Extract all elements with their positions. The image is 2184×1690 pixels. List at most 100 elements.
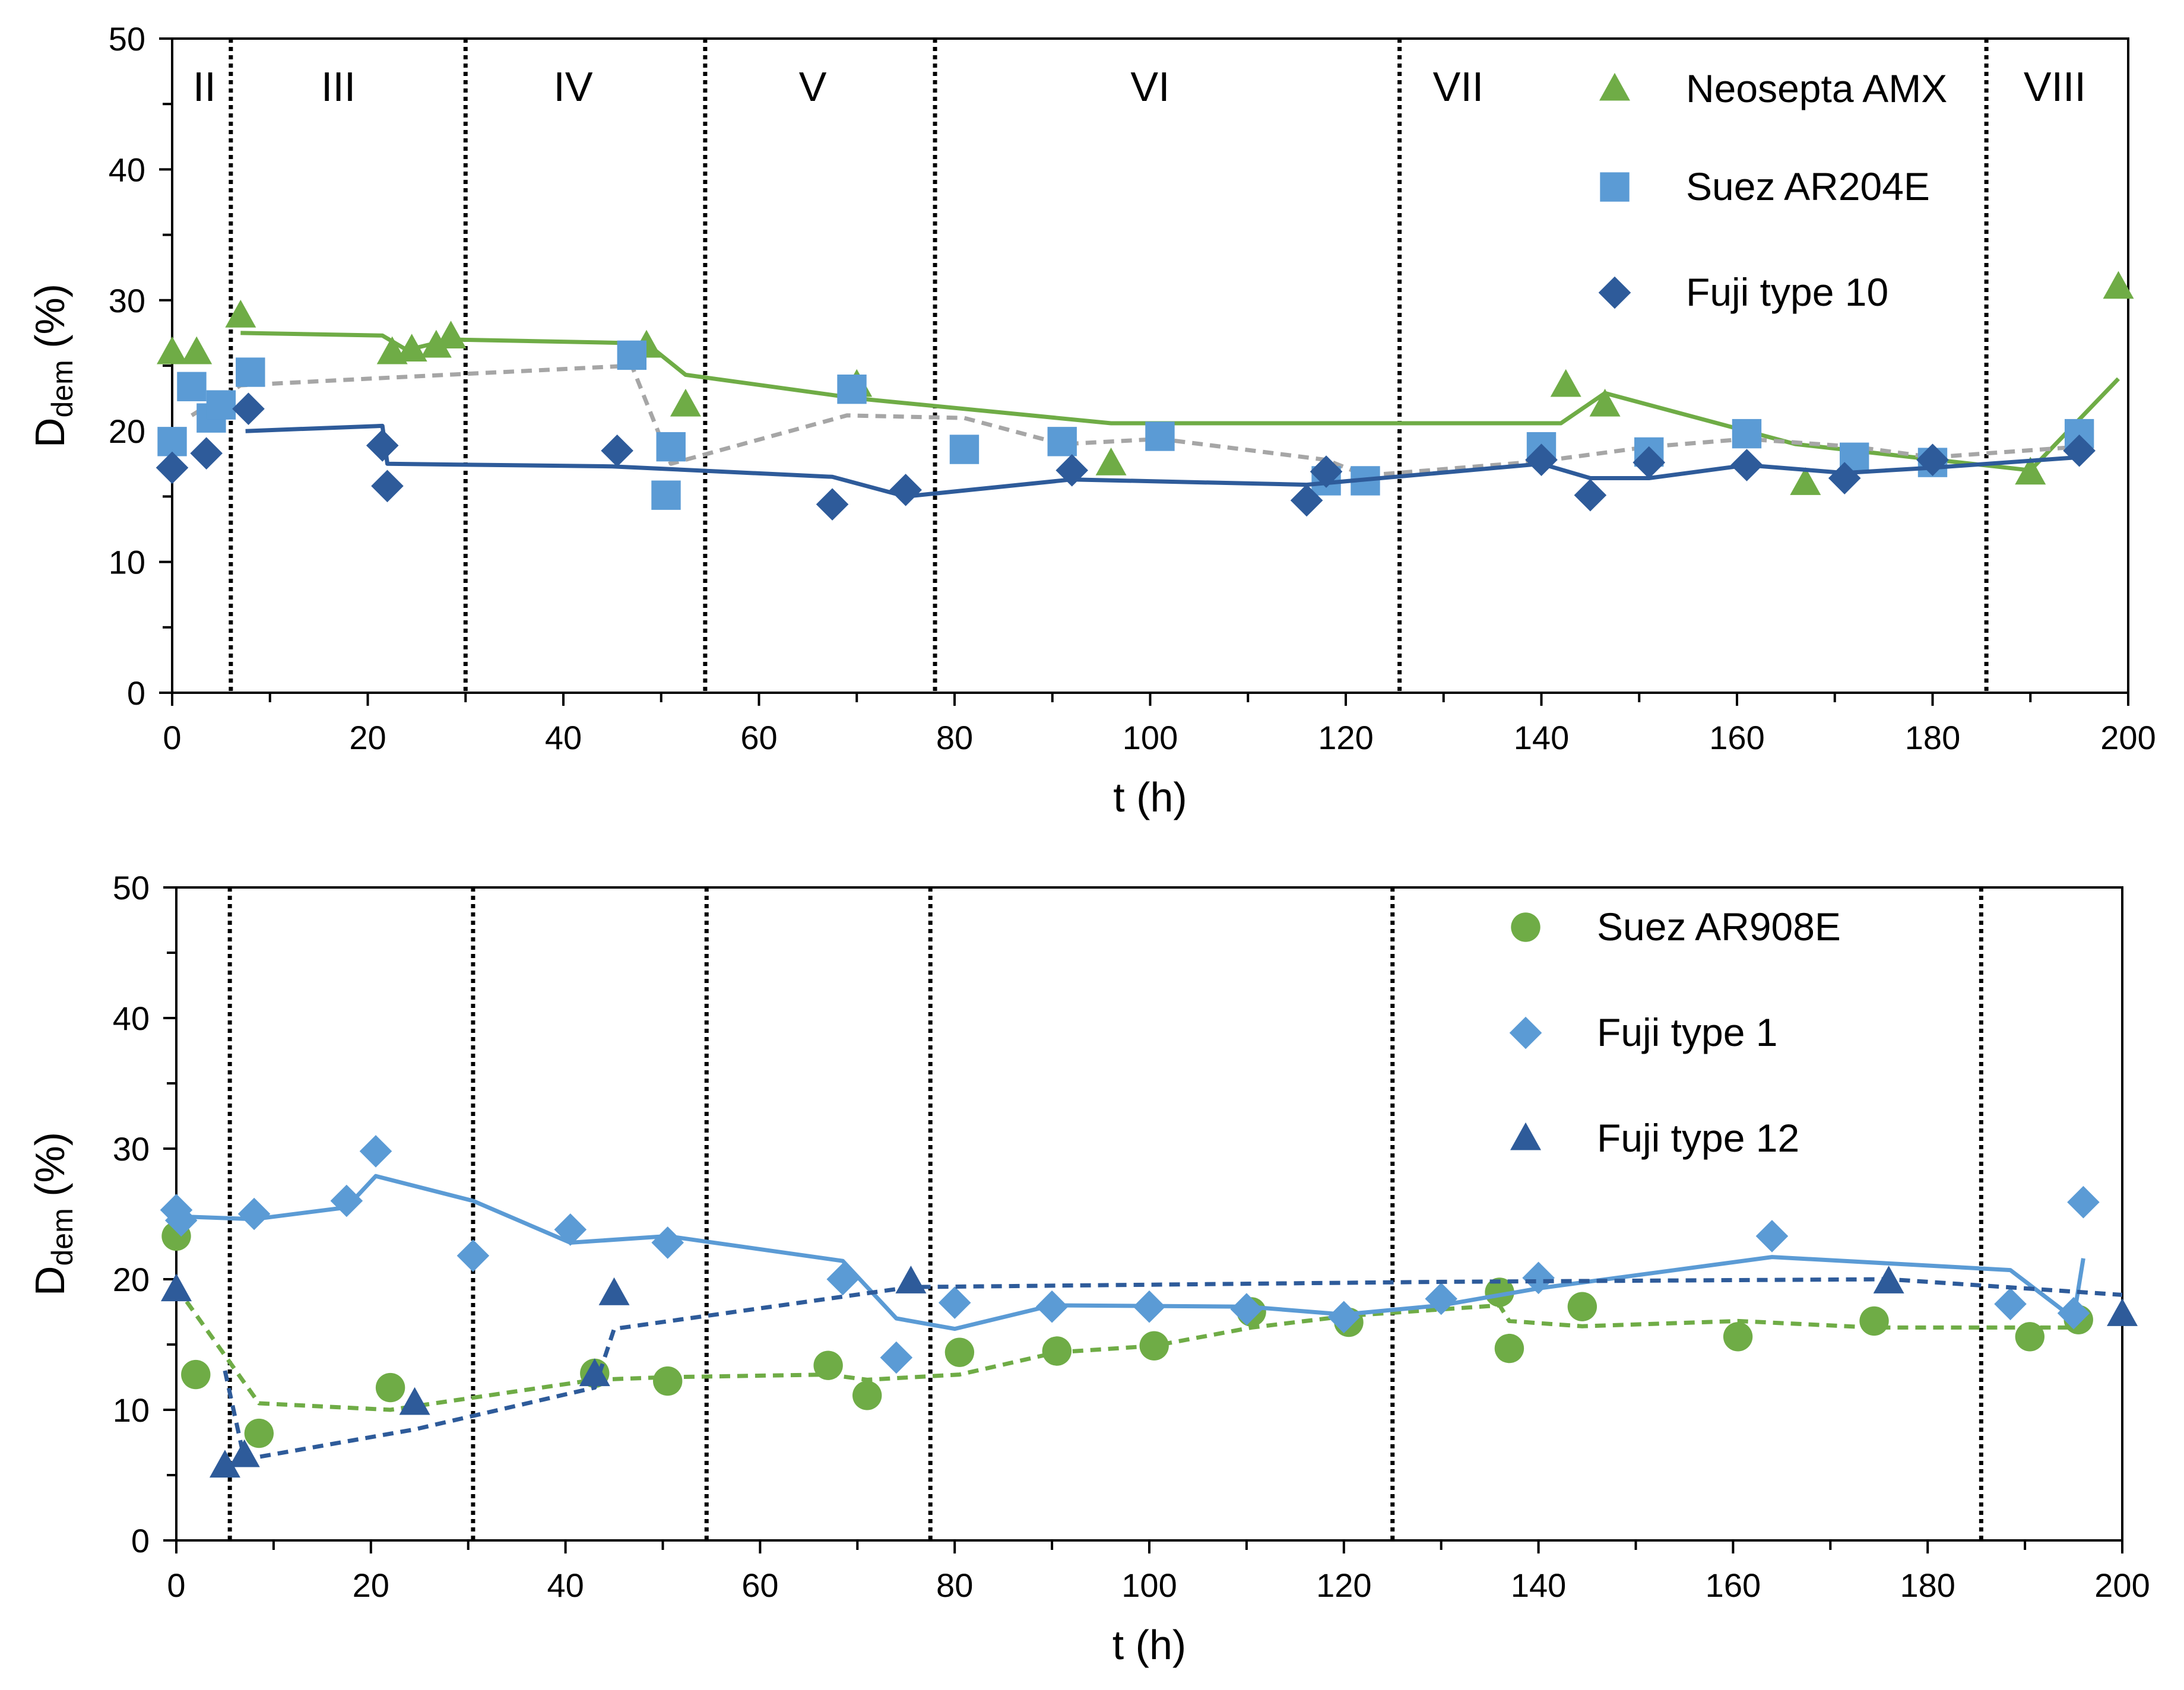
y-tick-label: 40 <box>113 1000 150 1037</box>
suez-ar908e-point <box>1139 1331 1168 1361</box>
period-label: VIII <box>2024 64 2086 110</box>
x-tick-label: 180 <box>1900 1567 1955 1604</box>
x-tick-label: 140 <box>1511 1567 1566 1604</box>
neosepta-amx-point <box>1551 369 1581 397</box>
x-tick-label: 40 <box>545 719 582 756</box>
fuji-type-1-point <box>457 1239 490 1272</box>
legend-marker-suez-ar908e <box>1511 912 1540 941</box>
suez-ar908e-point <box>1495 1334 1524 1363</box>
y-tick-label: 20 <box>113 1261 150 1298</box>
x-tick-label: 20 <box>353 1567 389 1604</box>
neosepta-amx-point <box>181 337 212 364</box>
suez-ar908e-point <box>376 1373 405 1402</box>
x-tick-label: 100 <box>1121 1567 1177 1604</box>
x-tick-label: 200 <box>2094 1567 2150 1604</box>
fuji-type-1-point <box>238 1198 271 1231</box>
suez-ar908e-point <box>181 1360 210 1389</box>
fuji-type-10-point <box>156 452 189 484</box>
fuji-type-1-point <box>1994 1288 2027 1321</box>
legend-label-fuji-type-12: Fuji type 12 <box>1597 1116 1799 1160</box>
suez-ar204e-point <box>236 357 265 386</box>
x-tick-label: 0 <box>167 1567 185 1604</box>
legend-marker-fuji-type-1 <box>1510 1017 1542 1049</box>
x-tick-label: 40 <box>547 1567 584 1604</box>
fuji-type-1-point <box>1036 1291 1069 1323</box>
fuji-type-1-point <box>880 1342 913 1374</box>
fuji-type-12-point <box>161 1273 192 1301</box>
x-tick-label: 60 <box>740 719 777 756</box>
suez-ar908e-point <box>813 1351 842 1380</box>
fuji-type-10-point <box>190 437 223 470</box>
neosepta-amx-point <box>436 321 467 348</box>
suez-ar908e-point <box>245 1419 274 1448</box>
fuji-type-10-point <box>1730 449 1763 481</box>
suez-ar908e-point <box>1723 1322 1752 1351</box>
chart-top: 0 20 40 60 80 100 120 140 160 180 20001020304050t … <box>27 20 2156 820</box>
y-tick-label: 10 <box>113 1391 150 1429</box>
plot-frame <box>176 887 2122 1540</box>
legend-marker-neosepta-amx <box>1599 73 1630 101</box>
legend-label-neosepta-amx: Neosepta AMX <box>1686 66 1947 110</box>
x-tick-label: 100 <box>1123 719 1178 756</box>
fuji-type-10-point <box>371 470 404 502</box>
suez-ar908e-point <box>653 1366 682 1396</box>
period-label: VII <box>1433 64 1484 110</box>
y-tick-label: 30 <box>109 282 145 319</box>
suez-ar908e-point <box>1042 1336 1072 1365</box>
suez-ar908e-point <box>1568 1292 1597 1321</box>
suez-ar908e-point <box>945 1338 974 1367</box>
suez-ar204e-point <box>177 372 206 401</box>
neosepta-amx-point <box>157 337 188 364</box>
y-tick-label: 20 <box>109 413 145 450</box>
fuji-type-10-point <box>232 392 265 425</box>
legend-label-suez-ar204e: Suez AR204E <box>1686 164 1930 208</box>
legend-marker-fuji-type-10 <box>1599 277 1631 309</box>
x-tick-label: 140 <box>1514 719 1569 756</box>
fuji-type-1-point <box>360 1135 392 1168</box>
x-tick-label: 0 <box>163 719 181 756</box>
legend-marker-fuji-type-12 <box>1510 1123 1541 1150</box>
x-tick-label: 80 <box>936 1567 973 1604</box>
y-tick-label: 40 <box>109 151 145 188</box>
legend-label-fuji-type-1: Fuji type 1 <box>1597 1010 1777 1054</box>
period-label: IV <box>553 64 592 110</box>
fuji-type-1-point <box>1756 1220 1789 1253</box>
x-axis-label: t (h) <box>1112 1622 1186 1668</box>
fuji-type-10-point <box>889 474 922 506</box>
fuji-type-1-point <box>2067 1186 2100 1219</box>
suez-ar204e-point <box>651 480 680 509</box>
suez-ar204e-point <box>207 390 236 419</box>
legend-label-suez-ar908e: Suez AR908E <box>1597 905 1841 949</box>
legend-label-fuji-type-10: Fuji type 10 <box>1686 270 1888 314</box>
x-tick-label: 120 <box>1316 1567 1371 1604</box>
period-label: III <box>321 64 356 110</box>
x-axis-label: t (h) <box>1113 774 1187 820</box>
fuji-type-1-point <box>1133 1291 1166 1323</box>
suez-ar908e-point <box>852 1381 882 1410</box>
fuji-type-12-point <box>2107 1298 2138 1326</box>
suez-ar908e-point <box>1859 1307 1888 1336</box>
y-tick-label: 30 <box>113 1130 150 1168</box>
x-tick-label: 160 <box>1709 719 1764 756</box>
x-tick-label: 120 <box>1318 719 1373 756</box>
fuji-type-1-point <box>826 1263 859 1296</box>
y-tick-label: 0 <box>127 674 145 712</box>
fuji-type-1-point <box>331 1185 363 1217</box>
figure: 0 20 40 60 80 100 120 140 160 180 20001020304050t … <box>0 0 2184 1690</box>
neosepta-amx-fit-line <box>240 333 2118 470</box>
period-label: VI <box>1130 64 1169 110</box>
suez-ar204e-point <box>1732 419 1761 448</box>
y-tick-label: 50 <box>113 869 150 906</box>
x-tick-label: 180 <box>1905 719 1960 756</box>
fuji-type-1-point <box>651 1226 684 1259</box>
suez-ar204e-point <box>837 375 866 404</box>
fuji-type-10-point <box>601 435 633 467</box>
y-axis-label: Ddem (%) <box>27 1132 79 1296</box>
fuji-type-12-point <box>895 1266 926 1293</box>
y-axis-label: Ddem (%) <box>27 284 79 448</box>
fuji-type-1-point <box>939 1286 971 1319</box>
x-tick-label: 200 <box>2100 719 2156 756</box>
suez-ar908e-point <box>2015 1322 2044 1351</box>
neosepta-amx-point <box>670 389 701 417</box>
x-tick-label: 80 <box>936 719 973 756</box>
